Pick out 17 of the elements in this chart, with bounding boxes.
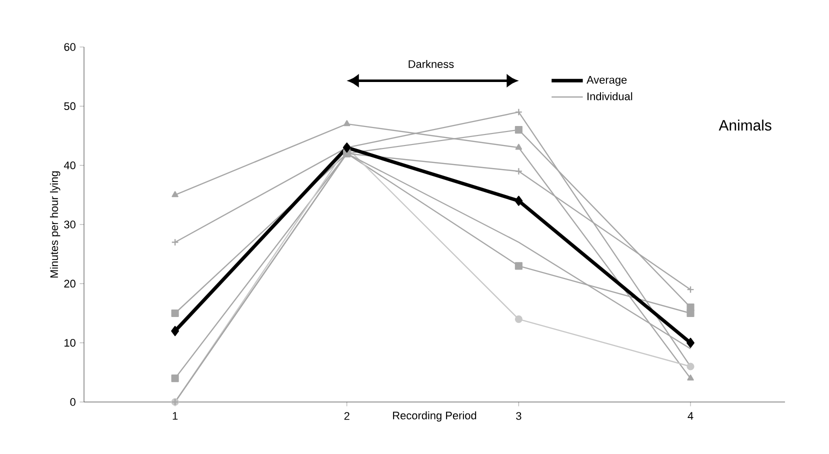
y-tick-label: 60 <box>64 43 76 51</box>
y-tick-label: 30 <box>64 220 76 228</box>
y-axis-title: Minutes per hour lying <box>50 171 60 278</box>
y-tick-label: 40 <box>64 161 76 170</box>
y-tick-label: 10 <box>64 338 76 347</box>
legend-label: Individual <box>588 92 632 100</box>
x-axis-title: Recording Period <box>393 411 476 422</box>
y-tick-label: 50 <box>64 102 76 110</box>
x-tick-label: 2 <box>344 412 350 420</box>
x-tick-label: 4 <box>688 412 694 420</box>
y-tick-label: 20 <box>64 280 76 288</box>
x-tick-label: 3 <box>516 412 522 420</box>
legend-title: Animals <box>718 120 772 131</box>
y-tick-label: 0 <box>70 398 76 406</box>
legend-label: Average <box>586 76 627 86</box>
x-tick-label: 1 <box>172 412 178 420</box>
annotation: Darkness <box>408 60 454 68</box>
